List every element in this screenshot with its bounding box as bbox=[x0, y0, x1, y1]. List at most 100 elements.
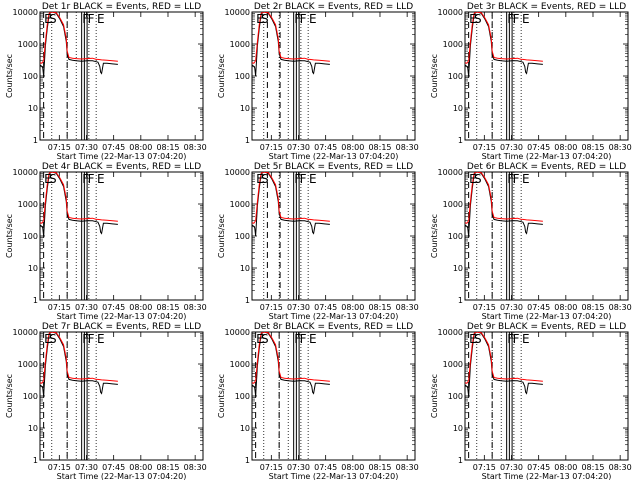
y-tick-label: 100 bbox=[235, 72, 250, 81]
event-marker-label: F bbox=[82, 12, 89, 26]
y-axis-label: Counts/sec bbox=[430, 374, 439, 418]
event-marker-label: S bbox=[49, 172, 57, 186]
event-marker-label: E bbox=[309, 172, 317, 186]
x-axis-label: Start Time (22-Mar-13 07:04:20) bbox=[57, 312, 187, 321]
y-tick-label: 1000 bbox=[230, 200, 250, 209]
x-tick-label: 07:45 bbox=[102, 303, 125, 312]
y-tick-label: 100 bbox=[235, 392, 250, 401]
y-tick-label: 1 bbox=[33, 136, 38, 145]
event-marker-label: E bbox=[256, 172, 264, 186]
event-marker-label: F bbox=[300, 12, 307, 26]
x-tick-label: 08:00 bbox=[129, 303, 152, 312]
event-marker-label: E bbox=[522, 12, 530, 26]
panel-title: Det 9r BLACK = Events, RED = LLD bbox=[467, 322, 626, 332]
x-tick-label: 07:45 bbox=[527, 303, 550, 312]
lld-series-line bbox=[252, 172, 330, 224]
x-tick-label: 07:30 bbox=[500, 143, 523, 152]
x-tick-label: 07:15 bbox=[473, 303, 496, 312]
lld-series-line bbox=[465, 172, 543, 224]
x-tick-label: 08:30 bbox=[184, 303, 207, 312]
y-tick-label: 1 bbox=[33, 296, 38, 305]
x-tick-label: 07:30 bbox=[75, 303, 98, 312]
y-axis-label: Counts/sec bbox=[430, 214, 439, 258]
x-tick-label: 08:00 bbox=[129, 463, 152, 472]
x-tick-label: 08:15 bbox=[368, 143, 391, 152]
y-tick-label: 10 bbox=[453, 264, 463, 273]
y-tick-label: 1 bbox=[245, 456, 250, 465]
x-tick-label: 07:45 bbox=[314, 303, 337, 312]
event-marker-label: E bbox=[469, 332, 477, 346]
lld-series-line bbox=[40, 12, 118, 64]
panel-3: Det 3r BLACK = Events, RED = LLD 1 10 100 10… bbox=[430, 2, 632, 161]
x-tick-label: 07:45 bbox=[527, 143, 550, 152]
y-axis-label: Counts/sec bbox=[430, 54, 439, 98]
event-marker-label: S bbox=[261, 172, 269, 186]
x-tick-label: 08:15 bbox=[581, 143, 604, 152]
y-tick-label: 100 bbox=[23, 232, 38, 241]
x-tick-label: 08:00 bbox=[554, 303, 577, 312]
event-marker-label: E bbox=[256, 332, 264, 346]
event-marker-label: E bbox=[97, 332, 105, 346]
x-tick-label: 07:30 bbox=[75, 143, 98, 152]
panel-title: Det 6r BLACK = Events, RED = LLD bbox=[467, 162, 626, 172]
y-tick-label: 10000 bbox=[13, 168, 38, 177]
x-axis-label: Start Time (22-Mar-13 07:04:20) bbox=[482, 472, 612, 480]
event-marker-label: E bbox=[97, 12, 105, 26]
x-tick-label: 08:15 bbox=[156, 463, 179, 472]
x-tick-label: 07:30 bbox=[287, 143, 310, 152]
event-marker-label: E bbox=[469, 172, 477, 186]
event-marker-label: E bbox=[522, 332, 530, 346]
y-tick-label: 100 bbox=[23, 72, 38, 81]
event-marker-label: S bbox=[261, 332, 269, 346]
x-axis-label: Start Time (22-Mar-13 07:04:20) bbox=[57, 152, 187, 161]
lld-series-line bbox=[252, 12, 330, 64]
x-tick-label: 08:30 bbox=[396, 143, 419, 152]
event-marker-label: S bbox=[474, 12, 482, 26]
x-tick-label: 07:30 bbox=[287, 303, 310, 312]
event-marker-label: F bbox=[294, 332, 301, 346]
y-tick-label: 1000 bbox=[18, 40, 38, 49]
x-tick-label: 07:45 bbox=[102, 143, 125, 152]
y-axis-label: Counts/sec bbox=[5, 214, 14, 258]
y-tick-label: 1 bbox=[33, 456, 38, 465]
x-tick-label: 08:15 bbox=[581, 463, 604, 472]
y-tick-label: 1 bbox=[458, 136, 463, 145]
y-tick-label: 10 bbox=[453, 104, 463, 113]
x-tick-label: 07:45 bbox=[527, 463, 550, 472]
y-tick-label: 100 bbox=[448, 392, 463, 401]
y-tick-label: 100 bbox=[23, 392, 38, 401]
x-tick-label: 08:00 bbox=[341, 463, 364, 472]
event-marker-label: F bbox=[88, 172, 95, 186]
x-tick-label: 08:30 bbox=[609, 303, 632, 312]
panel-6: Det 6r BLACK = Events, RED = LLD 1 10 100 10… bbox=[430, 162, 632, 321]
y-tick-label: 10 bbox=[28, 424, 38, 433]
event-marker-label: E bbox=[309, 332, 317, 346]
x-tick-label: 08:30 bbox=[609, 143, 632, 152]
y-axis-label: Counts/sec bbox=[217, 54, 226, 98]
y-tick-label: 1000 bbox=[443, 40, 463, 49]
panel-title: Det 7r BLACK = Events, RED = LLD bbox=[42, 322, 201, 332]
event-marker-label: F bbox=[82, 172, 89, 186]
event-marker-label: F bbox=[82, 332, 89, 346]
event-marker-label: F bbox=[294, 172, 301, 186]
y-tick-label: 1000 bbox=[230, 360, 250, 369]
event-marker-label: E bbox=[256, 12, 264, 26]
event-marker-label: F bbox=[513, 12, 520, 26]
y-tick-label: 10000 bbox=[13, 8, 38, 17]
y-tick-label: 10 bbox=[28, 264, 38, 273]
event-marker-label: F bbox=[88, 12, 95, 26]
x-axis-label: Start Time (22-Mar-13 07:04:20) bbox=[57, 472, 187, 480]
y-tick-label: 100 bbox=[448, 232, 463, 241]
x-tick-label: 07:15 bbox=[48, 463, 71, 472]
lld-series-line bbox=[40, 172, 118, 224]
x-tick-label: 08:15 bbox=[368, 303, 391, 312]
x-tick-label: 08:00 bbox=[341, 303, 364, 312]
y-tick-label: 10 bbox=[240, 104, 250, 113]
y-tick-label: 1000 bbox=[230, 40, 250, 49]
lld-series-line bbox=[465, 12, 543, 64]
event-marker-label: S bbox=[474, 172, 482, 186]
event-marker-label: F bbox=[294, 12, 301, 26]
x-tick-label: 08:00 bbox=[554, 463, 577, 472]
x-tick-label: 07:15 bbox=[48, 303, 71, 312]
